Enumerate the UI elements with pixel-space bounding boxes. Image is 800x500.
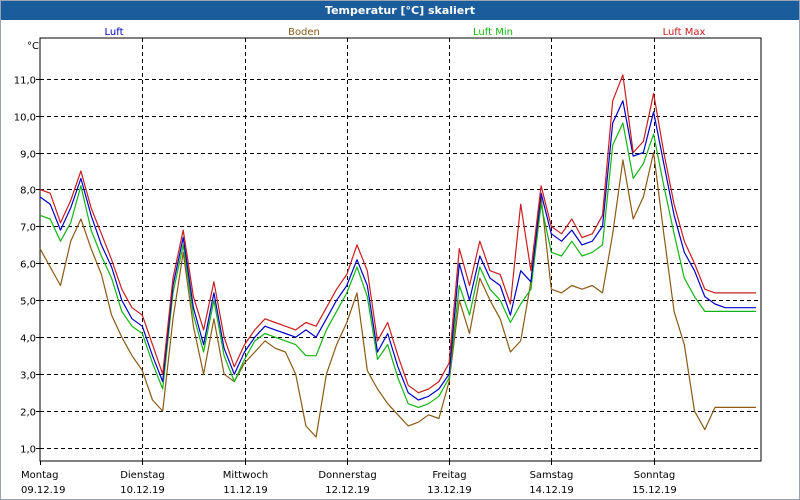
x-tick-day: Montag [21,470,58,481]
x-tick-day: Sonntag [634,470,676,481]
x-tick-date: 14.12.19 [529,485,574,496]
x-tick-date: 12.12.19 [325,485,370,496]
x-tick-date: 11.12.19 [223,485,268,496]
x-tick-date: 13.12.19 [427,485,472,496]
y-tick-label: 5,0 [20,297,36,308]
x-tick-day: Samstag [530,470,574,481]
x-tick-day: Dienstag [120,470,165,481]
y-tick-label: 10,0 [14,113,36,124]
legend-item: Luft Max [663,27,706,38]
y-tick-label: 11,0 [14,76,36,87]
y-tick-label: 3,0 [20,371,36,382]
series-line-luft [39,100,756,401]
y-tick-label: 7,0 [20,223,36,234]
y-tick-label: 8,0 [20,186,36,197]
chart-title: Temperatur [°C] skaliert [1,1,799,20]
x-tick-day: Freitag [432,470,466,481]
x-tick-date: 10.12.19 [120,485,165,496]
legend-item: Luft [105,27,124,38]
legend: Luft Boden Luft Min Luft Max [105,27,706,38]
x-tick-day: Donnerstag [318,470,376,481]
y-tick-label: 6,0 [20,260,36,271]
series-lines [39,74,756,438]
series-line-luft-max [39,74,756,394]
y-tick-label: 2,0 [20,408,36,419]
y-tick-label: 4,0 [20,334,36,345]
series-line-boden [39,151,756,438]
y-axis-unit: °C [27,41,39,52]
x-tick-date: 15.12.19 [632,485,677,496]
y-tick-label: 1,0 [20,445,36,456]
series-line-luft-min [39,122,756,408]
x-axis: Montag 09.12.19 Dienstag 10.12.19 Mittwoch 11… [21,461,677,496]
plot-area [39,37,762,462]
x-tick-date: 09.12.19 [21,485,66,496]
y-axis: °C 1,0 2,0 3,0 4,0 5,0 6,0 7,0 8,0 9,0 10,0 11,0 [14,41,40,456]
legend-item: Boden [288,27,320,38]
x-tick-day: Mittwoch [223,470,268,481]
y-tick-label: 9,0 [20,150,36,161]
legend-item: Luft Min [473,27,513,38]
